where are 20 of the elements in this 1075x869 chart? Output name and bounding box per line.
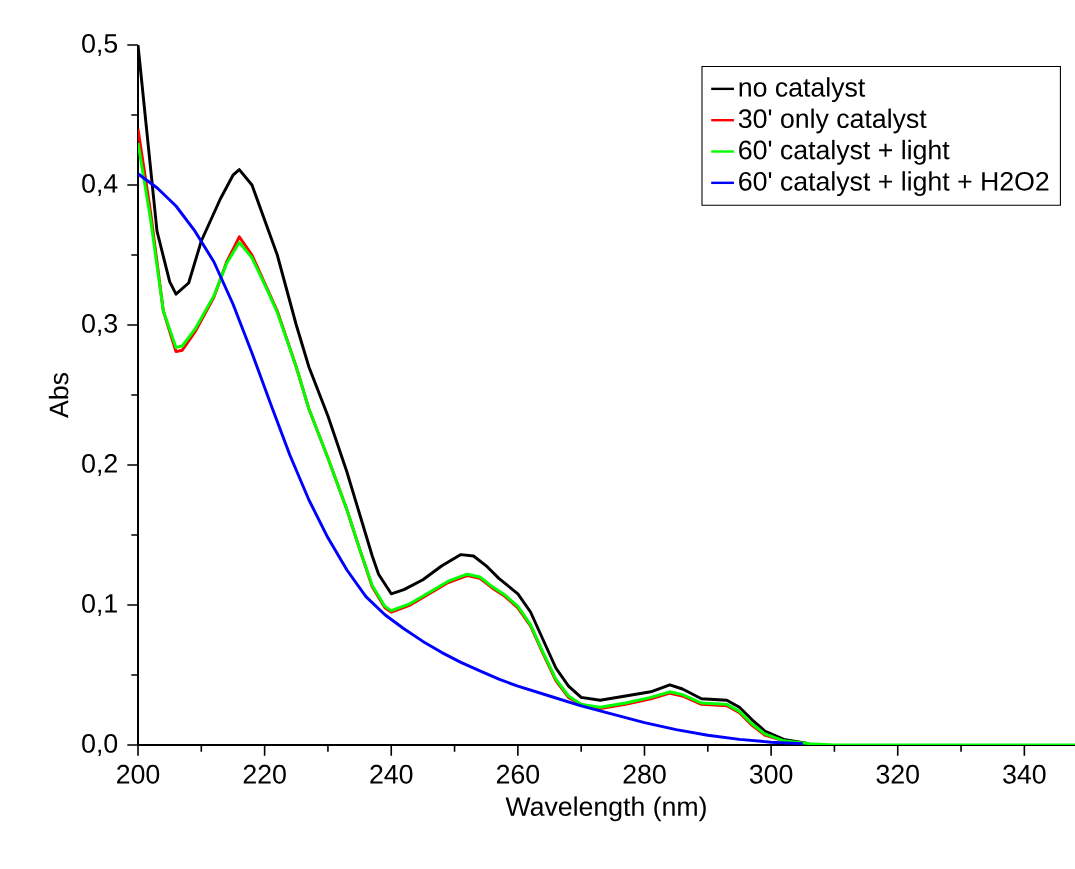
y-tick-label: 0,3 <box>82 314 117 337</box>
x-tick-label: 340 <box>1003 764 1046 784</box>
legend-label: 30' only catalyst <box>738 108 927 134</box>
legend-label: 60' catalyst + light <box>739 139 950 165</box>
y-tick-label: 0,5 <box>82 34 118 57</box>
y-tick-label: 0,0 <box>82 733 118 757</box>
x-tick-label: 240 <box>370 764 413 784</box>
x-tick-label: 260 <box>496 764 540 784</box>
y-tick-label: 0,4 <box>82 174 118 197</box>
x-axis-title: Wavelength (nm) <box>505 796 706 822</box>
y-axis-title: Abs <box>48 373 69 418</box>
x-tick-label: 300 <box>749 764 793 784</box>
x-tick-label: 220 <box>243 764 286 784</box>
legend-label: no catalyst <box>739 77 866 103</box>
y-tick-label: 0,2 <box>82 453 117 477</box>
legend-label: 60' catalyst + light + H2O2 <box>739 171 1049 197</box>
x-tick-label: 200 <box>117 764 160 784</box>
x-tick-label: 280 <box>623 764 666 784</box>
x-tick-label: 320 <box>876 764 919 784</box>
y-tick-label: 0,1 <box>82 593 117 617</box>
